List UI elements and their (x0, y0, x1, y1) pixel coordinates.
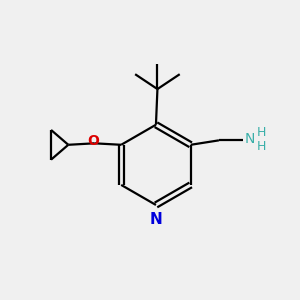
Text: O: O (87, 134, 99, 148)
Text: N: N (150, 212, 162, 226)
Text: H: H (257, 126, 266, 140)
Text: N: N (245, 132, 255, 146)
Text: H: H (257, 140, 266, 153)
